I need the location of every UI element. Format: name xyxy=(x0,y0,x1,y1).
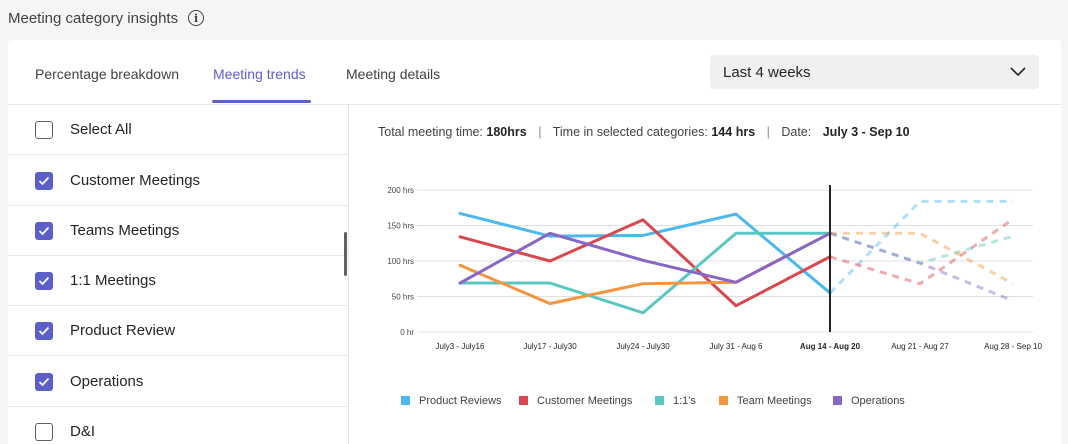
date-range-dropdown[interactable]: Last 4 weeks xyxy=(710,55,1039,89)
info-icon[interactable]: i xyxy=(188,10,205,26)
legend-swatch xyxy=(719,396,728,405)
legend-swatch xyxy=(655,396,664,405)
category-item-customer-meetings[interactable]: Customer Meetings xyxy=(8,156,348,206)
category-item-operations[interactable]: Operations xyxy=(8,357,348,407)
x-tick-label: July17 - July30 xyxy=(523,342,577,351)
y-tick-label: 100 hrs xyxy=(387,257,414,266)
series-line xyxy=(458,231,832,315)
total-time-label: Total meeting time: xyxy=(378,125,483,139)
category-label: Product Review xyxy=(70,322,176,339)
series-line xyxy=(458,231,832,306)
active-tab-indicator xyxy=(212,100,311,103)
page-header: Meeting category insights i xyxy=(8,6,205,30)
trend-chart: 0 hr 50 hrs 100 hrs 150 hrs 200 hrs July3 - J… xyxy=(387,185,1042,407)
series-line xyxy=(458,211,832,295)
legend-label: 1:1's xyxy=(673,395,696,407)
selected-time-value: 144 hrs xyxy=(711,125,756,139)
checked-checkbox-icon[interactable] xyxy=(35,321,53,340)
legend-swatch xyxy=(401,396,410,405)
date-range-value: Last 4 weeks xyxy=(723,63,811,81)
legend-swatch xyxy=(519,396,528,405)
y-tick-label: 150 hrs xyxy=(387,222,414,231)
legend-label: Team Meetings xyxy=(737,395,812,407)
series-projection-line xyxy=(828,199,1013,295)
page-title: Meeting category insights xyxy=(8,9,179,27)
x-tick-label: July 31 - Aug 6 xyxy=(710,342,763,351)
divider: | xyxy=(766,125,770,139)
x-tick-label: July24 - July30 xyxy=(616,342,670,351)
legend-label: Operations xyxy=(851,395,905,407)
unchecked-checkbox-icon[interactable] xyxy=(35,422,53,441)
select-all-checkbox-row[interactable]: Select All xyxy=(8,105,348,155)
series-projection-line xyxy=(829,231,1014,265)
y-tick-label: 50 hrs xyxy=(392,293,414,302)
legend-label: Product Reviews xyxy=(419,395,502,407)
series-projection-line xyxy=(829,217,1014,286)
total-time-value: 180hrs xyxy=(486,125,527,139)
y-tick-label: 200 hrs xyxy=(387,186,414,195)
scrollbar-thumb[interactable] xyxy=(344,232,347,276)
category-label: Operations xyxy=(70,373,144,390)
tab-meeting-details[interactable]: Meeting details xyxy=(346,66,441,82)
x-tick-label: July3 - July16 xyxy=(436,342,485,351)
category-item-d-and-i[interactable]: D&I xyxy=(8,407,348,444)
category-label: D&I xyxy=(70,423,96,440)
select-all-checkbox[interactable] xyxy=(35,120,53,139)
series-projection-line xyxy=(830,231,1014,286)
category-list: Select All Customer Meetings Teams Meeti… xyxy=(8,105,349,444)
series-line xyxy=(458,218,832,308)
category-item-product-review[interactable]: Product Review xyxy=(8,306,348,356)
category-item-one-on-one[interactable]: 1:1 Meetings xyxy=(8,256,348,306)
category-label: Select All xyxy=(70,121,132,138)
date-label: Date: xyxy=(781,125,812,139)
divider: | xyxy=(538,125,542,139)
category-item-teams-meetings[interactable]: Teams Meetings xyxy=(8,206,348,256)
checked-checkbox-icon[interactable] xyxy=(35,171,53,190)
x-tick-label: Aug 21 - Aug 27 xyxy=(891,342,949,351)
checked-checkbox-icon[interactable] xyxy=(35,221,53,240)
x-tick-label: Aug 14 - Aug 20 xyxy=(800,342,861,351)
date-value: July 3 - Sep 10 xyxy=(822,125,910,139)
tab-percentage-breakdown[interactable]: Percentage breakdown xyxy=(35,66,179,82)
chevron-down-icon xyxy=(1010,67,1026,77)
legend-swatch xyxy=(833,396,842,405)
category-label: 1:1 Meetings xyxy=(70,272,156,289)
x-tick-label: Aug 28 - Sep 10 xyxy=(984,342,1042,351)
category-label: Teams Meetings xyxy=(70,222,180,239)
selected-time-label: Time in selected categories: xyxy=(552,125,708,139)
summary-bar: Total meeting time: 180hrs | Time in sel… xyxy=(378,125,910,139)
series-line xyxy=(458,231,832,285)
legend-label: Customer Meetings xyxy=(537,395,633,407)
insights-card: Percentage breakdown Meeting trends Meet… xyxy=(8,40,1061,444)
category-label: Customer Meetings xyxy=(70,172,201,189)
checked-checkbox-icon[interactable] xyxy=(35,372,53,391)
tab-meeting-trends[interactable]: Meeting trends xyxy=(213,66,306,82)
series-projection-line xyxy=(829,231,1014,303)
y-tick-label: 0 hr xyxy=(400,328,414,337)
checked-checkbox-icon[interactable] xyxy=(35,271,53,290)
tab-bar: Percentage breakdown Meeting trends Meet… xyxy=(8,40,1061,105)
